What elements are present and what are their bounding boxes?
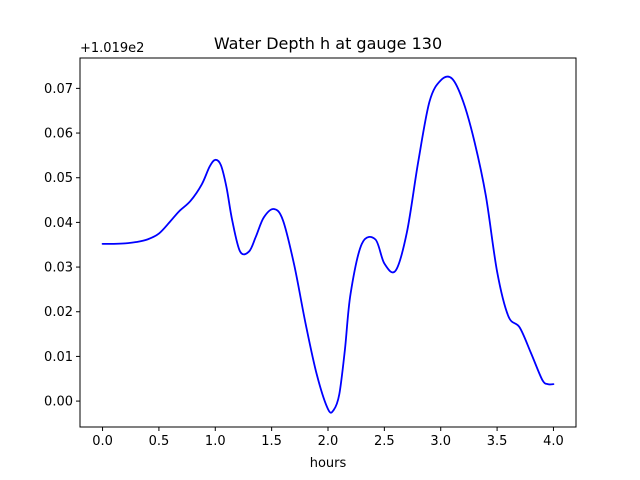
x-tick-label: 0.0 — [92, 434, 113, 449]
y-tick-label: 0.04 — [44, 216, 73, 231]
x-axis-label: hours — [310, 456, 347, 471]
x-tick-label: 0.5 — [149, 434, 170, 449]
y-offset-label: +1.019e2 — [80, 41, 144, 56]
y-tick-label: 0.01 — [44, 350, 73, 365]
x-tick-label: 1.0 — [205, 434, 226, 449]
y-tick-label: 0.00 — [44, 395, 73, 410]
x-tick-label: 4.0 — [543, 434, 564, 449]
plot-area — [80, 58, 576, 427]
series-line — [101, 75, 555, 414]
x-tick-label: 3.5 — [487, 434, 508, 449]
x-axis-ticks: 0.0 0.5 1.0 1.5 2.0 2.5 3.0 3.5 4.0 — [92, 427, 564, 449]
y-axis-ticks: 0.00 0.01 0.02 0.03 0.04 0.05 0.06 0.07 — [44, 82, 80, 410]
y-tick-label: 0.02 — [44, 305, 73, 320]
x-tick-label: 3.0 — [430, 434, 451, 449]
chart-title: Water Depth h at gauge 130 — [214, 34, 442, 53]
y-tick-label: 0.05 — [44, 171, 73, 186]
x-tick-label: 1.5 — [261, 434, 282, 449]
y-tick-label: 0.07 — [44, 82, 73, 97]
x-tick-label: 2.5 — [374, 434, 395, 449]
y-tick-label: 0.06 — [44, 127, 73, 142]
plot-frame — [79, 57, 577, 428]
x-tick-label: 2.0 — [318, 434, 339, 449]
y-tick-label: 0.03 — [44, 261, 73, 276]
